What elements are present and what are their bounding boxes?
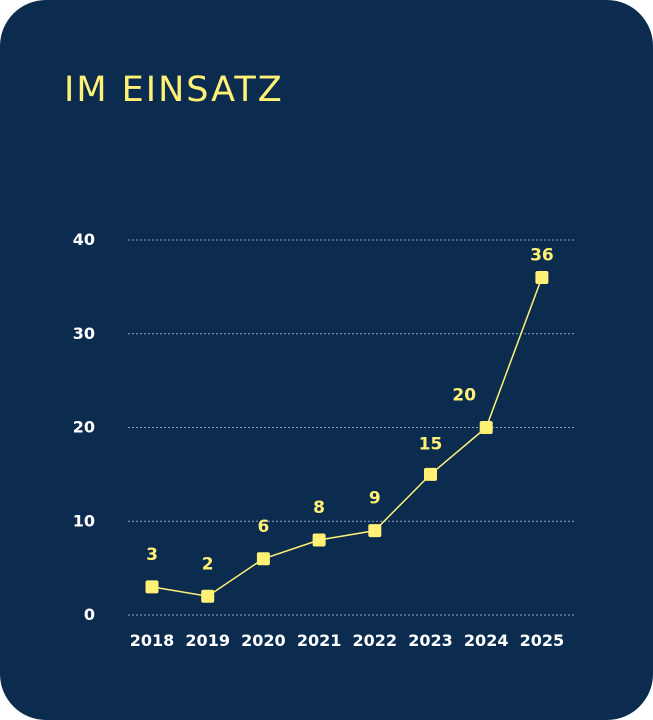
data-point <box>535 271 549 284</box>
x-tick-label: 2018 <box>130 631 175 650</box>
x-tick-label: 2023 <box>408 631 453 650</box>
data-label: 9 <box>369 489 381 509</box>
data-point <box>368 524 382 538</box>
x-tick-label: 2020 <box>241 631 286 650</box>
data-label: 8 <box>313 498 325 518</box>
data-point <box>256 552 270 566</box>
x-tick-label: 2021 <box>297 631 342 650</box>
data-label: 15 <box>419 434 443 454</box>
y-tick-label: 30 <box>73 324 95 343</box>
series-line <box>151 277 543 598</box>
data-point <box>424 467 437 481</box>
chart-title: IM EINSATZ <box>64 70 284 110</box>
y-tick-label: 20 <box>73 418 95 437</box>
y-tick-label: 10 <box>73 511 95 530</box>
x-tick-label: 2024 <box>464 631 509 650</box>
data-label: 20 <box>452 386 476 406</box>
data-label: 36 <box>530 246 554 266</box>
data-point <box>312 533 326 547</box>
y-tick-label: 0 <box>84 605 95 624</box>
data-point <box>479 421 493 434</box>
x-tick-label: 2022 <box>353 631 398 650</box>
data-point <box>201 589 215 603</box>
data-point <box>145 580 159 594</box>
x-tick-label: 2019 <box>185 631 230 650</box>
x-tick-label: 2025 <box>520 631 565 650</box>
data-label: 6 <box>257 517 269 537</box>
data-label: 3 <box>146 545 158 565</box>
data-label: 2 <box>202 554 214 574</box>
y-tick-label: 40 <box>73 230 95 249</box>
